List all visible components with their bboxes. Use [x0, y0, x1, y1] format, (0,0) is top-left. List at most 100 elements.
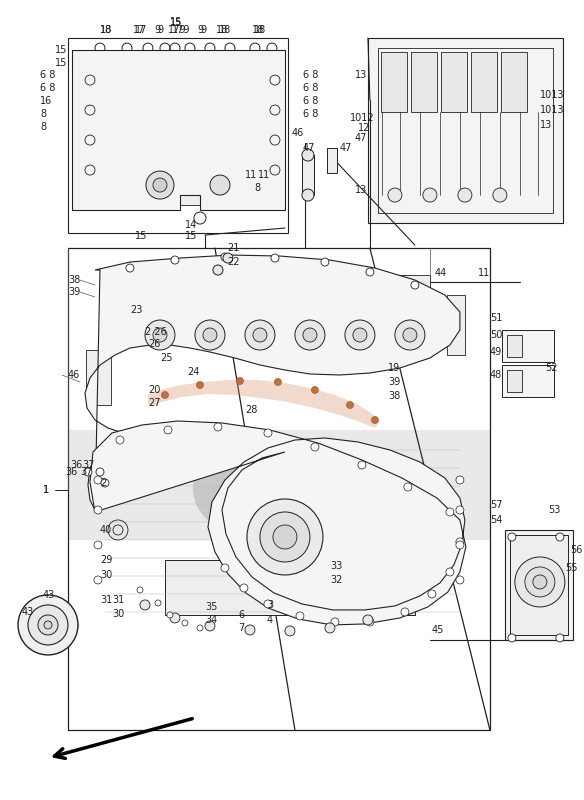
Text: 2 26: 2 26 — [145, 327, 166, 337]
Bar — [368, 38, 563, 223]
Text: 4: 4 — [267, 615, 273, 625]
Text: 18: 18 — [100, 25, 112, 35]
Text: 19: 19 — [388, 363, 400, 373]
Circle shape — [197, 625, 203, 631]
Circle shape — [395, 320, 425, 350]
Circle shape — [146, 171, 174, 199]
Text: 12: 12 — [358, 123, 370, 133]
Text: 6 8: 6 8 — [303, 83, 318, 93]
Circle shape — [264, 600, 272, 608]
Text: 18: 18 — [252, 25, 264, 35]
Text: 6 8: 6 8 — [303, 109, 318, 119]
Circle shape — [164, 426, 172, 434]
Text: 39: 39 — [68, 287, 80, 297]
Circle shape — [411, 281, 419, 289]
Text: 45: 45 — [432, 625, 444, 635]
Bar — [381, 52, 407, 112]
Bar — [310, 275, 430, 340]
Circle shape — [170, 613, 180, 623]
Bar — [68, 38, 288, 233]
Text: 13: 13 — [355, 70, 367, 80]
Circle shape — [456, 538, 464, 546]
Text: 1: 1 — [43, 485, 49, 495]
Text: 3: 3 — [267, 600, 273, 610]
Text: 30: 30 — [100, 570, 112, 580]
Circle shape — [247, 499, 323, 575]
Circle shape — [126, 264, 134, 272]
Text: 1013: 1013 — [540, 90, 564, 100]
Circle shape — [533, 575, 547, 589]
Text: 8: 8 — [254, 183, 260, 193]
Circle shape — [94, 506, 102, 514]
Text: 18: 18 — [254, 25, 266, 35]
Text: 33: 33 — [330, 561, 342, 571]
Circle shape — [84, 468, 92, 476]
Text: 47: 47 — [303, 143, 315, 153]
Text: RCYCLE: RCYCLE — [310, 468, 404, 488]
Text: 37: 37 — [82, 460, 95, 470]
Text: 54: 54 — [490, 515, 502, 525]
Circle shape — [296, 612, 304, 620]
Circle shape — [94, 541, 102, 549]
Circle shape — [295, 320, 325, 350]
Circle shape — [145, 320, 175, 350]
Circle shape — [274, 378, 281, 386]
Circle shape — [213, 265, 223, 275]
Text: 55: 55 — [565, 563, 578, 573]
Text: 30: 30 — [112, 609, 124, 619]
Text: 179: 179 — [168, 25, 186, 35]
Circle shape — [302, 189, 314, 201]
Circle shape — [515, 557, 565, 607]
Circle shape — [311, 386, 318, 394]
Circle shape — [302, 149, 314, 161]
Circle shape — [446, 568, 454, 576]
Circle shape — [456, 576, 464, 584]
Circle shape — [94, 576, 102, 584]
Bar — [86, 350, 111, 405]
Circle shape — [203, 328, 217, 342]
Circle shape — [303, 328, 317, 342]
Circle shape — [556, 533, 564, 541]
Text: 15: 15 — [135, 231, 147, 241]
Text: 15: 15 — [170, 18, 182, 28]
Circle shape — [458, 188, 472, 202]
Circle shape — [260, 512, 310, 562]
Circle shape — [331, 618, 339, 626]
Text: 13: 13 — [355, 185, 367, 195]
Circle shape — [245, 625, 255, 635]
Bar — [507, 335, 522, 357]
Bar — [302, 155, 314, 195]
Text: 25: 25 — [160, 353, 172, 363]
Text: 46: 46 — [292, 128, 304, 138]
Text: 32: 32 — [330, 575, 342, 585]
Circle shape — [153, 328, 167, 342]
Circle shape — [137, 587, 143, 593]
Bar — [507, 370, 522, 392]
Text: 36: 36 — [65, 467, 77, 477]
Circle shape — [221, 564, 229, 572]
Text: 16: 16 — [40, 96, 52, 106]
Circle shape — [240, 584, 248, 592]
Text: 6 8: 6 8 — [40, 83, 55, 93]
Circle shape — [556, 634, 564, 642]
Text: 13: 13 — [540, 120, 552, 130]
Text: 11: 11 — [478, 268, 490, 278]
Text: 179: 179 — [172, 25, 190, 35]
Circle shape — [456, 541, 464, 549]
Circle shape — [44, 621, 52, 629]
Circle shape — [346, 402, 353, 409]
Bar — [110, 90, 225, 175]
Text: 7: 7 — [238, 623, 244, 633]
Circle shape — [94, 476, 102, 484]
Circle shape — [456, 506, 464, 514]
Text: 1013: 1013 — [540, 105, 564, 115]
Bar — [502, 330, 554, 362]
Bar — [501, 52, 527, 112]
Circle shape — [508, 634, 516, 642]
Bar — [447, 295, 465, 355]
Text: 48: 48 — [490, 370, 502, 380]
Circle shape — [155, 600, 161, 606]
Circle shape — [366, 268, 374, 276]
Text: 35: 35 — [205, 602, 217, 612]
Text: 6 8: 6 8 — [303, 96, 318, 106]
